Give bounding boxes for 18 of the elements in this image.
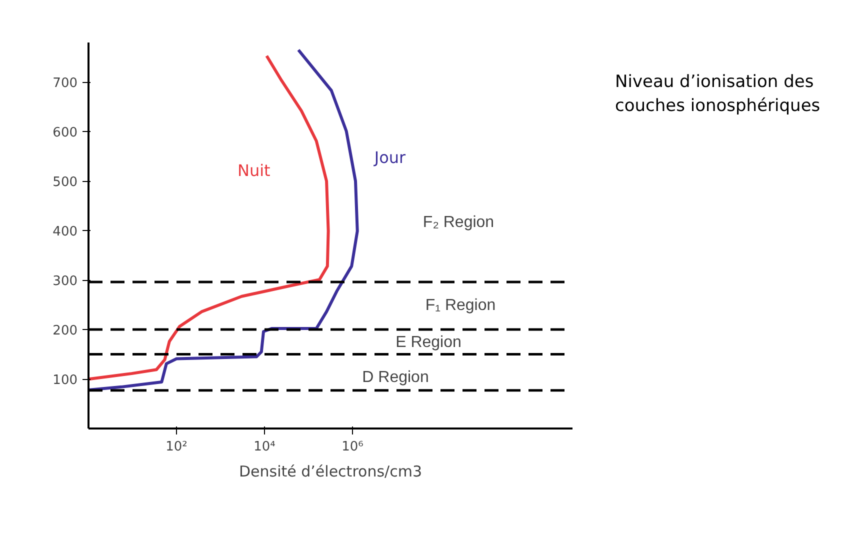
annotation: E Region [396,334,462,351]
annotation: F₂ Region [422,214,494,231]
x-tick-label: 10⁴ [254,440,276,454]
x-tick-label: 10⁶ [342,440,364,454]
y-tick-label: 100 [52,373,78,388]
y-tick-label: 700 [52,76,78,92]
text: Niveau d’ionisation des couches ionosphériques [615,71,822,118]
annotation: D Region [362,369,429,386]
annotation: F₁ Region [425,297,496,314]
x-tick-label: 10² [166,440,188,454]
y-tick-label: 500 [52,175,78,190]
y-tick-label: 400 [52,224,78,240]
x-axis-title: Densité d’électrons/cm3 [239,462,422,480]
y-tick-label: 300 [52,274,78,290]
y-tick-label: 600 [52,126,78,141]
y-tick-label: 200 [52,324,78,339]
text: Nuit [237,161,270,180]
series-label: Jour [373,148,406,168]
